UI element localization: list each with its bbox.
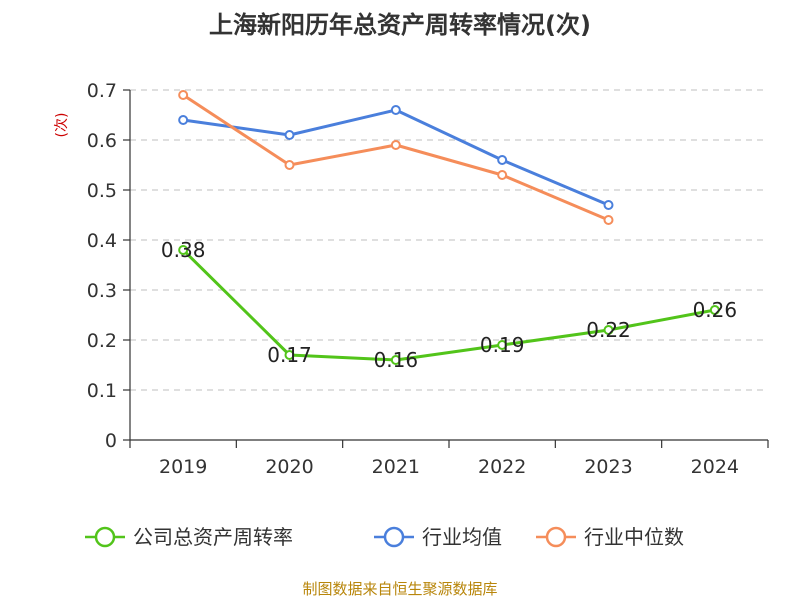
y-tick-label: 0.7	[87, 80, 117, 102]
x-tick-label: 2023	[584, 456, 632, 478]
data-label: 0.17	[267, 343, 312, 367]
x-tick-label: 2021	[372, 456, 420, 478]
data-point	[709, 305, 720, 315]
data-point	[390, 355, 401, 365]
chart-title: 上海新阳历年总资产周转率情况(次)	[209, 11, 591, 39]
legend-marker	[545, 526, 567, 548]
data-label: 0.16	[374, 348, 419, 372]
series-layer	[178, 90, 720, 365]
data-point	[178, 90, 189, 100]
x-tick-label: 2019	[159, 456, 207, 478]
legend-label: 行业中位数	[584, 525, 684, 549]
axes: 0 0.1 0.2 0.3 0.4 0.5 0.6 0.7 2019 2020 2021 2022 20…	[87, 80, 769, 478]
data-label: 0.26	[693, 298, 738, 322]
y-axis-label: (次)	[54, 113, 70, 138]
y-tick-label: 0.6	[87, 130, 117, 152]
series-1	[178, 105, 614, 210]
legend-item: 行业均值	[374, 525, 502, 549]
data-point	[497, 155, 508, 165]
legend-item: 行业中位数	[536, 525, 684, 549]
data-point	[178, 115, 189, 125]
data-point	[497, 340, 508, 350]
data-label: 0.19	[480, 333, 525, 357]
legend-marker	[383, 526, 405, 548]
data-point	[603, 200, 614, 210]
legend-label: 行业均值	[422, 525, 502, 549]
y-tick-label: 0.2	[87, 330, 117, 352]
data-point	[603, 215, 614, 225]
x-tick-label: 2024	[691, 456, 739, 478]
data-point	[284, 160, 295, 170]
legend-item: 公司总资产周转率	[85, 525, 293, 549]
y-tick-label: 0.5	[87, 180, 117, 202]
legend: 公司总资产周转率 行业均值 行业中位数	[85, 525, 684, 549]
data-label: 0.38	[161, 238, 206, 262]
legend-label: 公司总资产周转率	[133, 525, 293, 549]
y-tick-label: 0.4	[87, 230, 117, 252]
series-0	[178, 245, 720, 365]
data-point	[178, 245, 189, 255]
gridlines	[130, 89, 768, 391]
x-tick-label: 2020	[265, 456, 313, 478]
series-line	[182, 248, 716, 362]
data-point	[284, 130, 295, 140]
data-label: 0.22	[586, 318, 631, 342]
y-tick-label: 0.1	[87, 380, 117, 402]
data-labels: 0.38 0.17 0.16 0.19 0.22 0.26	[161, 238, 737, 372]
series-line	[182, 108, 610, 207]
data-point	[603, 325, 614, 335]
series-2	[178, 90, 614, 225]
x-tick-label: 2022	[478, 456, 526, 478]
data-point	[284, 350, 295, 360]
source-note: 制图数据来自恒生聚源数据库	[302, 580, 497, 598]
data-point	[497, 170, 508, 180]
y-tick-label: 0	[105, 430, 117, 452]
data-point	[390, 105, 401, 115]
legend-marker	[94, 526, 116, 548]
y-tick-label: 0.3	[87, 280, 117, 302]
data-point	[390, 140, 401, 150]
